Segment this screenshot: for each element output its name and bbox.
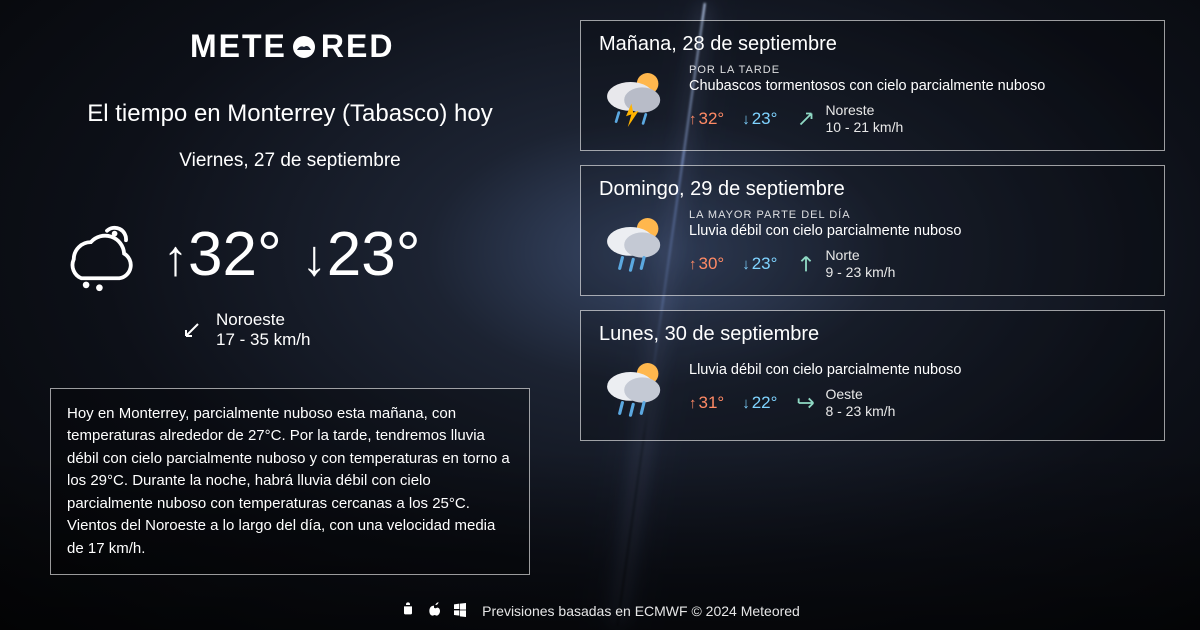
wind-direction-icon — [180, 318, 204, 342]
wind-arrow-icon — [795, 253, 817, 275]
wind-arrow-icon — [795, 392, 817, 414]
forecast-condition: Lluvia débil con cielo parcialmente nubo… — [689, 223, 1146, 239]
android-icon — [400, 601, 416, 620]
forecast-low: ↓22° — [742, 393, 777, 413]
wind-arrow-icon — [795, 108, 817, 130]
brand-text-left: METE — [190, 28, 287, 65]
forecast-wind: Norte9 - 23 km/h — [795, 247, 895, 281]
wind-direction: Noroeste — [216, 310, 311, 330]
page-title: El tiempo en Monterrey (Tabasco) hoy — [50, 100, 530, 128]
storm-icon — [599, 64, 671, 136]
current-temps: ↑32° ↓23° — [163, 219, 421, 290]
current-weather: ↑32° ↓23° — [50, 207, 530, 302]
wind-speed: 17 - 35 km/h — [216, 330, 311, 350]
forecast-low: ↓23° — [742, 254, 777, 274]
forecast-high: ↑32° — [689, 109, 724, 129]
windows-icon — [452, 601, 468, 620]
rain-icon — [599, 354, 671, 426]
forecast-date: Lunes, 30 de septiembre — [599, 323, 1146, 346]
forecast-card: Mañana, 28 de septiembre POR LA TARDE Ch… — [580, 20, 1165, 151]
footer-text: Previsiones basadas en ECMWF © 2024 Mete… — [482, 603, 800, 619]
forecast-card: Domingo, 29 de septiembre LA MAYOR PARTE… — [580, 165, 1165, 296]
forecast-condition: Chubascos tormentosos con cielo parcialm… — [689, 78, 1146, 94]
current-date: Viernes, 27 de septiembre — [50, 150, 530, 172]
brand-cloud-icon — [289, 32, 319, 62]
forecast-high: ↑30° — [689, 254, 724, 274]
footer: Previsiones basadas en ECMWF © 2024 Mete… — [0, 601, 1200, 620]
apple-icon — [426, 601, 442, 620]
forecast-high: ↑31° — [689, 393, 724, 413]
brand-logo: METE RED — [190, 28, 530, 65]
forecast-date: Mañana, 28 de septiembre — [599, 33, 1146, 56]
brand-text-right: RED — [321, 28, 395, 65]
partly-cloudy-rain-icon — [50, 207, 145, 302]
forecast-period: POR LA TARDE — [689, 64, 1146, 76]
forecast-card: Lunes, 30 de septiembre Lluvia débil con… — [580, 310, 1165, 441]
forecast-condition: Lluvia débil con cielo parcialmente nubo… — [689, 362, 1146, 378]
temp-low: ↓23° — [302, 219, 421, 290]
forecast-period: LA MAYOR PARTE DEL DÍA — [689, 209, 1146, 221]
forecast-date: Domingo, 29 de septiembre — [599, 178, 1146, 201]
forecast-description: Hoy en Monterrey, parcialmente nuboso es… — [50, 388, 530, 576]
forecast-list: Mañana, 28 de septiembre POR LA TARDE Ch… — [560, 0, 1200, 630]
forecast-wind: Noreste10 - 21 km/h — [795, 102, 903, 136]
temp-high: ↑32° — [163, 219, 282, 290]
forecast-wind: Oeste8 - 23 km/h — [795, 386, 895, 420]
forecast-low: ↓23° — [742, 109, 777, 129]
current-wind: Noroeste 17 - 35 km/h — [180, 310, 530, 350]
rain-icon — [599, 209, 671, 281]
platform-icons — [400, 601, 468, 620]
